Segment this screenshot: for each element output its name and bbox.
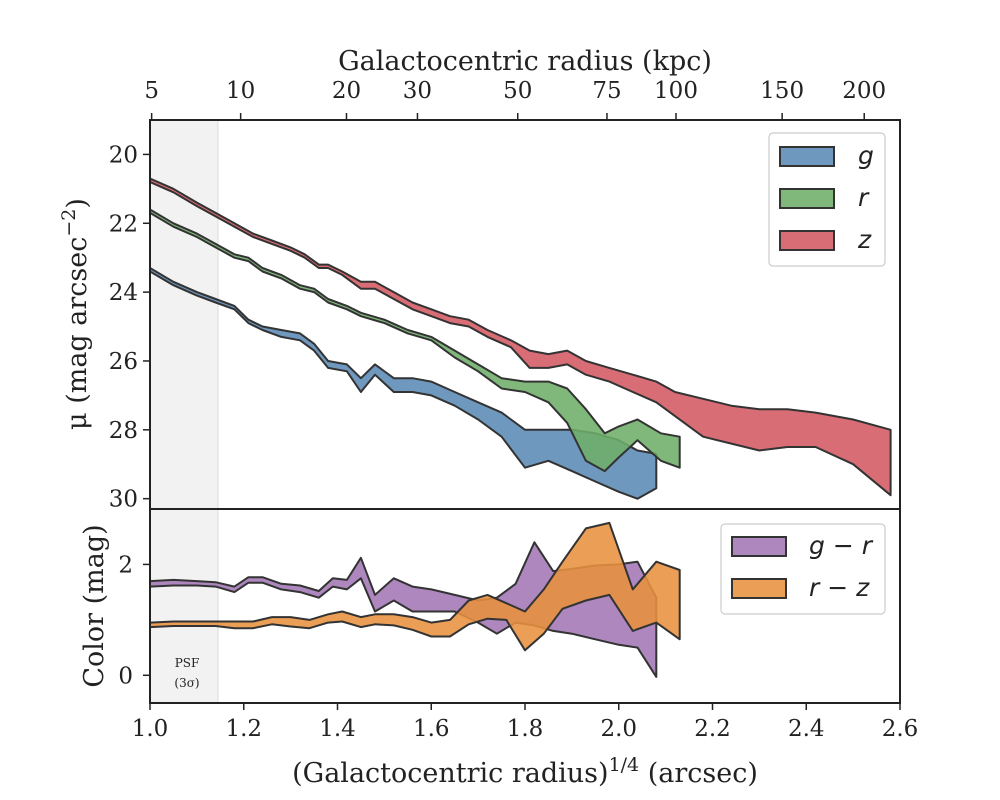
psf-sigma-label: (3σ) <box>174 676 199 690</box>
color-axis-label: Color (mag) <box>79 524 110 687</box>
x-axis-ticks: 1.0 1.2 1.4 1.6 1.8 2.0 2.2 2.4 2.6 <box>132 703 919 742</box>
psf-region-bottom <box>150 509 218 703</box>
mu-tick-label: 26 <box>109 349 138 375</box>
kpc-tick-label: 100 <box>654 78 698 104</box>
mu-band-g <box>150 267 658 500</box>
kpc-tick-label: 50 <box>503 78 532 104</box>
color-tick-label: 0 <box>118 663 133 689</box>
legend-colors: g − r r − z <box>720 523 886 615</box>
color-bands <box>150 521 681 678</box>
kpc-tick-label: 20 <box>332 78 361 104</box>
legend-label-g-r: g − r <box>809 531 874 560</box>
x-tick-label: 2.4 <box>788 716 825 742</box>
x-tick-label: 1.6 <box>413 716 450 742</box>
mu-tick-label: 30 <box>109 487 138 513</box>
top-axis-label: Galactocentric radius (kpc) <box>338 46 712 77</box>
mu-axis-label: μ (mag arcsec−2) <box>58 198 93 430</box>
legend-swatch-g <box>779 146 835 167</box>
legend-label-r: r <box>858 183 870 212</box>
x-tick-label: 1.2 <box>225 716 262 742</box>
mu-tick-label: 24 <box>109 280 138 306</box>
kpc-tick-label: 200 <box>842 78 886 104</box>
x-tick-label: 2.0 <box>600 716 637 742</box>
color-band-g-r <box>150 541 658 678</box>
x-tick-label: 1.0 <box>132 716 169 742</box>
x-axis-label: (Galactocentric radius)1/4 (arcsec) <box>292 754 758 789</box>
mu-band-r <box>150 208 681 473</box>
kpc-tick-label: 10 <box>226 78 255 104</box>
legend-bands: grz <box>768 132 886 267</box>
top-axis-ticks: 5 10 20 30 50 75 100 150 200 <box>144 78 886 120</box>
psf-label: PSF <box>175 656 200 670</box>
legend-label-z: z <box>857 225 872 254</box>
x-tick-label: 1.8 <box>507 716 544 742</box>
kpc-tick-label: 150 <box>760 78 804 104</box>
x-tick-label: 2.6 <box>882 716 919 742</box>
mu-tick-label: 22 <box>109 211 138 237</box>
legend-swatch-r-z <box>731 578 787 599</box>
mu-tick-label: 20 <box>109 142 138 168</box>
mu-tick-label: 28 <box>109 418 138 444</box>
legend-swatch-g-r <box>731 536 787 557</box>
mu-band-z <box>150 177 892 497</box>
x-tick-label: 1.4 <box>319 716 356 742</box>
legend-swatch-r <box>779 188 835 209</box>
legend-label-g: g <box>858 141 874 170</box>
legend-swatch-z <box>779 230 835 251</box>
x-tick-label: 2.2 <box>694 716 731 742</box>
color-axis-ticks: 02 <box>118 552 150 689</box>
kpc-tick-label: 75 <box>592 78 621 104</box>
mu-axis-ticks: 20 22 24 26 28 30 <box>109 142 150 513</box>
kpc-tick-label: 30 <box>403 78 432 104</box>
color-tick-label: 2 <box>118 552 133 578</box>
color-band-r-z <box>150 521 681 652</box>
psf-region-top <box>150 120 218 509</box>
legend-label-r-z: r − z <box>809 573 870 602</box>
surface-brightness-bands <box>150 177 892 500</box>
kpc-tick-label: 5 <box>144 78 159 104</box>
